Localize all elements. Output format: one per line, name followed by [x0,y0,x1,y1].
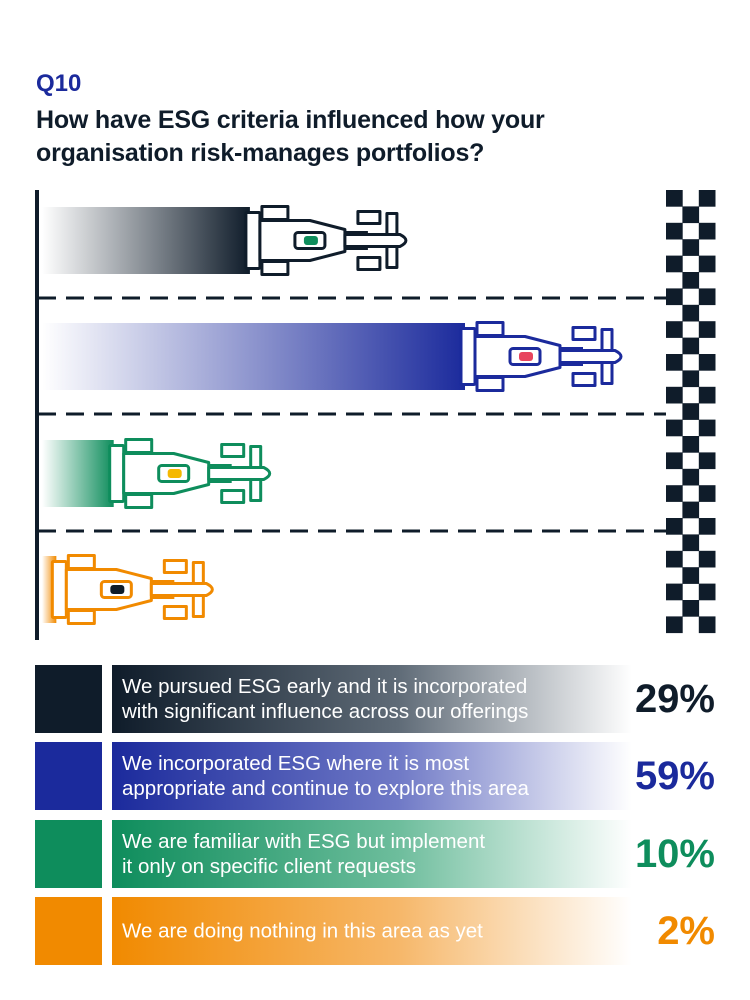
flag-square [698,222,716,240]
flag-square [682,403,700,420]
flag-square [698,485,716,502]
legend-label-line: We pursued ESG early and it is incorpora… [122,675,528,698]
flag-square [698,550,716,568]
legend-percent: 2% [657,909,715,953]
flag-square [682,239,700,256]
legend-swatch [35,897,102,965]
legend-percent: 59% [634,754,715,798]
legend-row-2: We incorporated ESG where it is most appr… [35,742,715,810]
bar-1 [42,207,250,274]
flag-square [698,321,716,338]
legend-label-line: it only on specific client requests [122,855,416,878]
question-number: Q10 [36,70,82,97]
legend-label-box: We are doing nothing in this area as yet [112,897,632,965]
flag-square [682,304,700,322]
flag-square [666,518,683,535]
legend-label-box: We pursued ESG early and it is incorpora… [112,665,632,733]
flag-square [682,468,700,486]
flag-square [682,206,700,224]
bar-2 [42,323,465,390]
flag-square [666,616,683,634]
legend-label-line: We incorporated ESG where it is most [122,752,470,775]
legend-swatch [35,665,102,733]
flag-square [666,354,683,371]
legend-label-line: with significant influence across our of… [122,700,529,723]
flag-square [666,222,683,240]
flag-square [666,255,683,273]
flag-square [698,190,716,207]
flag-square [682,370,700,388]
flag-square [682,436,700,453]
flag-square [682,337,700,355]
flag-square [698,354,716,371]
flag-square [666,190,683,207]
bar-3 [42,440,114,507]
lane-dividers [38,296,666,533]
bars [42,207,465,623]
flag-square [682,534,700,552]
flag-square [698,583,716,601]
legend-swatch [35,820,102,888]
flag-square [666,550,683,568]
legend-swatch [35,742,102,810]
flag-square [698,518,716,535]
legend-label-line: We are familiar with ESG but implement [122,830,486,853]
flag-square [682,272,700,289]
legend-row-3: We are familiar with ESG but implement it… [35,820,715,888]
flag-square [698,452,716,470]
legend-row-1: We pursued ESG early and it is incorpora… [35,665,715,733]
cockpit-helmet [303,236,318,245]
legend-label-box: We are familiar with ESG but implement it… [112,820,632,888]
flag-square [666,583,683,601]
legend-label-box: We incorporated ESG where it is most appr… [112,742,632,810]
legend-row-4: We are doing nothing in this area as yet… [35,897,715,965]
flag-square [682,600,700,617]
finish-line-flag [666,190,716,634]
race-car-4 [50,554,214,625]
race-car-3 [108,438,272,509]
cockpit-helmet [110,585,125,594]
flag-square [682,567,700,584]
flag-square [666,288,683,306]
flag-square [698,386,716,404]
race-car-2 [459,321,623,392]
race-cars [50,205,623,625]
flag-square [698,288,716,306]
flag-square [666,419,683,437]
cockpit-helmet [167,469,182,478]
flag-square [682,501,700,519]
cockpit-helmet [519,352,533,361]
flag-square [666,452,683,470]
flag-square [698,255,716,273]
flag-square [698,419,716,437]
flag-square [666,485,683,502]
flag-square [666,321,683,338]
race-car-1 [244,205,408,276]
legend-label-line: appropriate and continue to explore this… [122,777,529,800]
question-title: How have ESG criteria influenced how you… [36,106,545,167]
flag-square [698,616,716,634]
legend-label-line: We are doing nothing in this area as yet [122,919,483,943]
legend-percent: 29% [634,677,715,721]
flag-square [666,386,683,404]
legend-percent: 10% [634,832,715,876]
